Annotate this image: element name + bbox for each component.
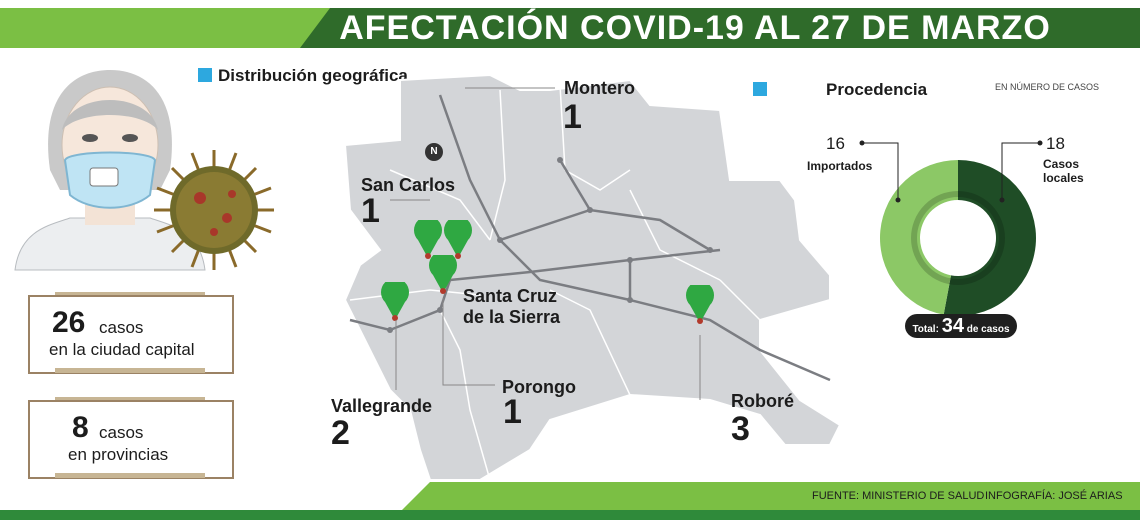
case-marker <box>686 285 714 324</box>
total-suffix: de casos <box>966 324 1010 335</box>
donut-leader-lines <box>859 140 1043 203</box>
capital-cases-number: 26 <box>52 306 86 339</box>
capital-cases-box <box>28 295 234 374</box>
masked-person-illustration <box>14 70 206 271</box>
imported-label: Importados <box>807 159 873 173</box>
virus-icon <box>154 150 274 270</box>
box-tab-bottom <box>55 368 205 373</box>
header-title-band <box>300 8 1140 48</box>
total-value: 34 <box>941 315 964 337</box>
map-leader-lines <box>390 87 701 400</box>
case-marker <box>381 282 409 321</box>
case-marker <box>444 220 472 259</box>
box-tab-top <box>55 292 205 297</box>
local-label-line1: Casos <box>1043 157 1080 171</box>
city-montero: Montero <box>564 78 635 98</box>
box-tab-top <box>55 397 205 402</box>
donut-slice-local <box>943 160 1036 316</box>
province-cases-label: en provincias <box>68 445 169 464</box>
local-label-line2: locales <box>1043 171 1084 185</box>
city-vallegrande: Vallegrande <box>331 396 433 416</box>
santa-cruz-map <box>343 73 842 481</box>
city-san-carlos-cases: 1 <box>361 192 380 230</box>
donut-inner-shadow <box>911 191 1005 285</box>
imported-value: 16 <box>826 134 845 153</box>
city-porongo: Porongo <box>502 377 576 397</box>
province-cases-box <box>28 400 234 479</box>
source-credit: FUENTE: MINISTERIO DE SALUD <box>812 490 985 502</box>
total-label: Total: <box>912 324 939 335</box>
capital-name-line1: Santa Cruz <box>463 286 558 306</box>
total-badge: Total: 34 de casos <box>905 314 1017 338</box>
city-montero-cases: 1 <box>563 98 582 136</box>
city-porongo-cases: 1 <box>503 393 522 431</box>
city-vallegrande-cases: 2 <box>331 414 350 452</box>
footer-bar <box>400 482 1140 512</box>
province-cases-word: casos <box>99 423 144 442</box>
city-san-carlos: San Carlos <box>361 175 456 195</box>
city-robore: Roboré <box>731 391 794 411</box>
box-tab-bottom <box>55 473 205 478</box>
origin-section-marker <box>753 82 767 96</box>
geo-section-title: Distribución geográfica <box>218 66 408 85</box>
city-robore-cases: 3 <box>731 410 750 448</box>
province-cases-number: 8 <box>72 411 89 444</box>
units-note: EN NÚMERO DE CASOS <box>995 82 1100 92</box>
case-marker <box>414 220 442 259</box>
capital-name-line2: de la Sierra <box>463 307 561 327</box>
capital-cases-label: en la ciudad capital <box>49 340 195 359</box>
north-icon: N <box>425 143 443 161</box>
origin-section-title: Procedencia <box>826 80 928 99</box>
case-marker <box>429 255 457 294</box>
geo-section-marker <box>198 68 212 82</box>
infographic-credit: INFOGRAFÍA: JOSÉ ARIAS <box>985 490 1123 502</box>
footer-line <box>0 510 1140 520</box>
local-value: 18 <box>1046 134 1065 153</box>
capital-cases-word: casos <box>99 318 144 337</box>
page-title: AFECTACIÓN COVID-19 AL 27 DE MARZO <box>339 9 1051 47</box>
